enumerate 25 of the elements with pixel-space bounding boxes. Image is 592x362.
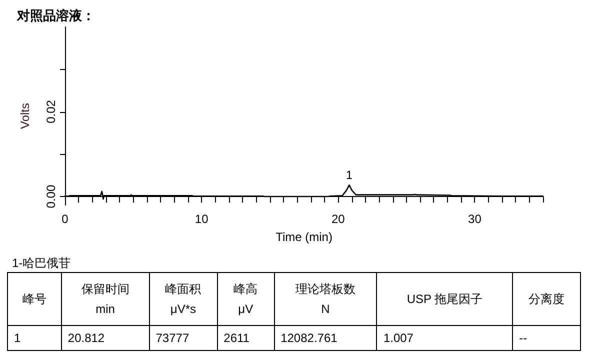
annotation: 1 xyxy=(346,168,353,182)
text: 峰号 xyxy=(8,272,62,326)
text: USP 拖尾因子 xyxy=(376,272,513,326)
text: 理论塔板数 N xyxy=(274,272,377,326)
y-tick-label: 0.00 xyxy=(44,184,58,208)
text: 保留时间 min xyxy=(61,272,150,326)
chart-title: 对照品溶液： xyxy=(16,8,95,23)
text: 1 xyxy=(8,326,62,350)
x-axis-title: Time (min) xyxy=(276,230,332,244)
text: -- xyxy=(512,326,580,350)
text: 73777 xyxy=(149,326,218,350)
x-tick-label: 10 xyxy=(194,212,209,226)
text: 12082.761 xyxy=(274,326,377,350)
x-tick-label: 0 xyxy=(62,212,69,226)
x-tick-label: 20 xyxy=(331,212,346,226)
text: 20.812 xyxy=(61,326,150,350)
y-tick-label: 0.02 xyxy=(44,100,58,124)
text: 2611 xyxy=(217,326,274,350)
text: 峰面积 μV*s xyxy=(149,272,218,326)
text: 峰高 μV xyxy=(217,272,274,326)
x-tick-label: 30 xyxy=(468,212,482,226)
text: 1-哈巴俄苷 xyxy=(12,255,71,272)
y-axis-title: Volts xyxy=(18,102,32,130)
text: 分离度 xyxy=(512,272,580,326)
text: 1.007 xyxy=(376,326,513,350)
